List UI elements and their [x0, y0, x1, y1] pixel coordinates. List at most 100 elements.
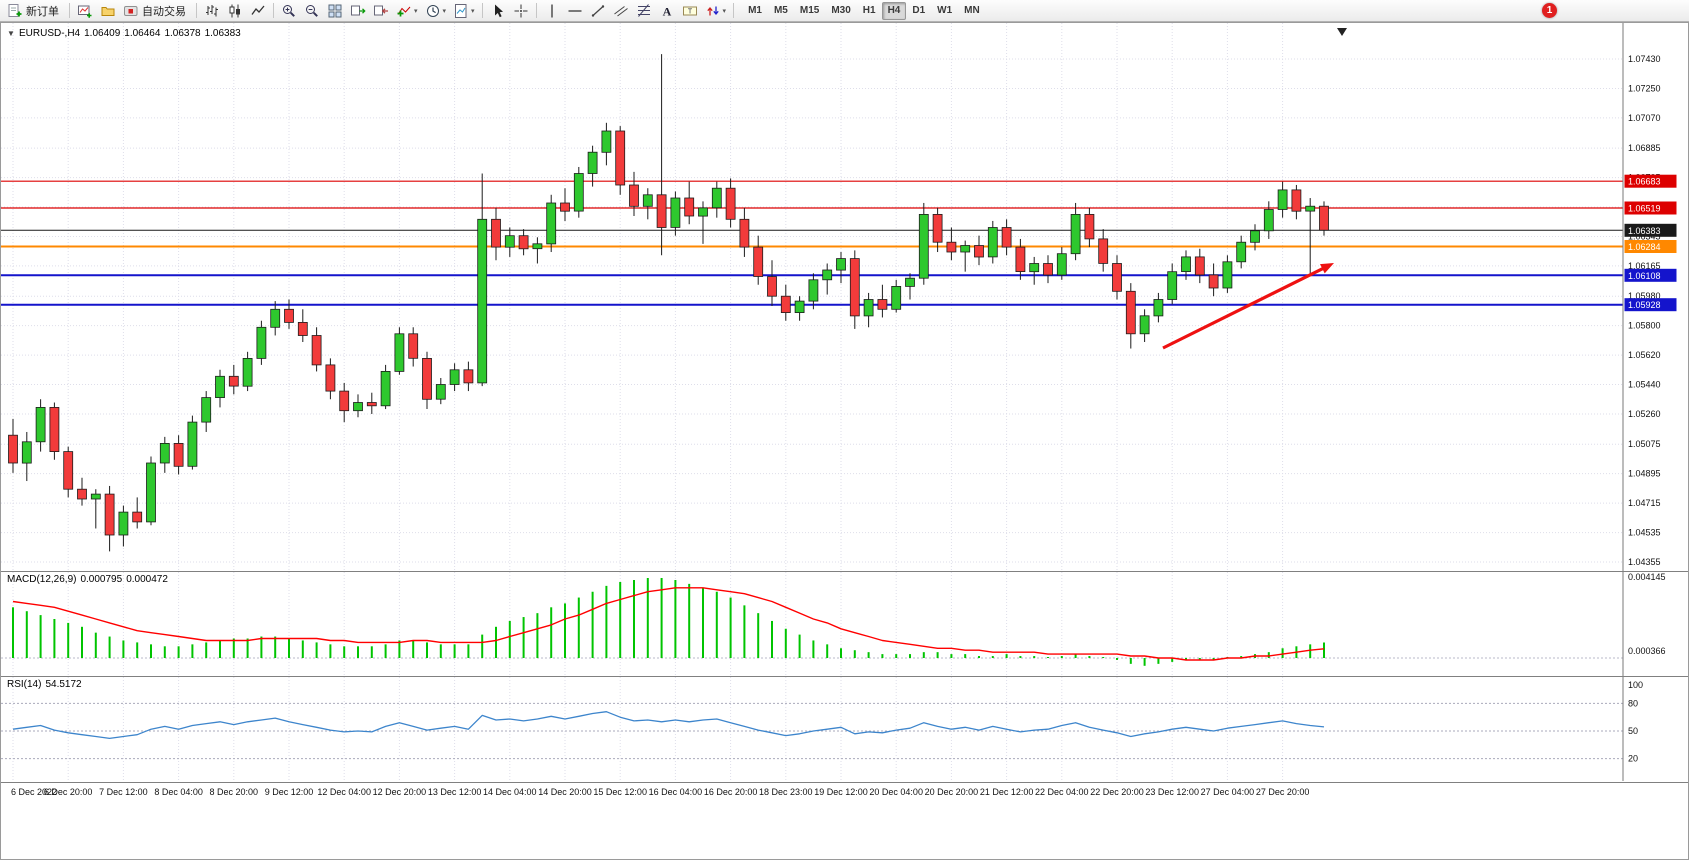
text-label-button[interactable]: T: [679, 2, 701, 20]
price-tick: 1.04355: [1628, 557, 1661, 567]
chevron-down-icon: ▾: [442, 7, 447, 15]
time-label: 8 Dec 20:00: [209, 787, 259, 797]
header-open: 1.06409: [84, 28, 121, 39]
profiles-button[interactable]: [97, 2, 119, 20]
zoom-out-button[interactable]: [301, 2, 323, 20]
periods-button[interactable]: ▾: [422, 2, 450, 20]
time-axis[interactable]: 6 Dec 2022 6 Dec 20:00 7 Dec 12:00 8 Dec 04…: [1, 782, 1688, 803]
rsi-panel[interactable]: 100 80 50 20: [1, 677, 1688, 781]
macd-tick: 0.004145: [1628, 572, 1666, 582]
notification-badge[interactable]: 1: [1542, 3, 1557, 18]
price-badge: 1.06519: [1624, 201, 1677, 215]
timeframe-button-MN[interactable]: MN: [964, 4, 980, 16]
auto-scroll-button[interactable]: [347, 2, 369, 20]
panel-separator[interactable]: [1, 676, 1688, 677]
zoom-in-button[interactable]: [278, 2, 300, 20]
svg-text:A: A: [662, 4, 671, 18]
bar-chart-button[interactable]: [201, 2, 223, 20]
panel-separator[interactable]: [1, 571, 1688, 572]
macd-signal-value: 0.000472: [126, 574, 168, 585]
price-badge: 1.06383: [1624, 223, 1677, 237]
cursor-button[interactable]: [487, 2, 509, 20]
time-label: 27 Dec 04:00: [1200, 787, 1255, 797]
time-label: 12 Dec 20:00: [372, 787, 427, 797]
chevron-down-icon: ▾: [471, 7, 475, 15]
svg-text:1.06683: 1.06683: [1628, 177, 1661, 187]
time-label: 20 Dec 04:00: [869, 787, 923, 797]
time-label: 20 Dec 20:00: [924, 787, 979, 797]
timeframe-button-M5[interactable]: M5: [773, 4, 788, 16]
candlestick-chart-icon: [227, 3, 243, 19]
channel-icon: [613, 3, 629, 19]
fibonacci-button[interactable]: [633, 2, 655, 20]
timeframe-button-M30[interactable]: M30: [831, 4, 851, 16]
candlestick-chart-button[interactable]: [224, 2, 246, 20]
chart-header: EURUSD-,H4 1.06409 1.06464 1.06378 1.06383: [19, 28, 245, 39]
time-label: 9 Dec 12:00: [264, 787, 314, 797]
time-label: 22 Dec 20:00: [1090, 787, 1144, 797]
line-chart-button[interactable]: [247, 2, 269, 20]
text-button[interactable]: A: [656, 2, 678, 20]
vertical-line-button[interactable]: [541, 2, 563, 20]
arrows-icon: [705, 3, 721, 19]
svg-text:1.06519: 1.06519: [1628, 204, 1661, 214]
fibonacci-icon: [636, 3, 652, 19]
macd-label: MACD(12,26,9) 0.000795 0.000472: [7, 574, 172, 585]
header-low: 1.06378: [164, 28, 201, 39]
macd-name: MACD(12,26,9): [7, 574, 77, 585]
candles: [8, 54, 1329, 552]
time-label: 21 Dec 12:00: [979, 787, 1034, 797]
new-chart-button[interactable]: [74, 2, 96, 20]
time-label: 8 Dec 04:00: [154, 787, 203, 797]
svg-text:1.06383: 1.06383: [1628, 226, 1661, 236]
time-label: 12 Dec 04:00: [317, 787, 371, 797]
templates-button[interactable]: ▾: [450, 2, 478, 20]
main-price-chart[interactable]: 1.074301.072501.070701.068851.067051.065…: [1, 23, 1688, 571]
one-click-trading-toggle[interactable]: ▼: [7, 29, 15, 38]
time-label: 23 Dec 12:00: [1145, 787, 1199, 797]
timeframe-button-W1[interactable]: W1: [937, 4, 953, 16]
chart-shift-button[interactable]: [370, 2, 392, 20]
rsi-label: RSI(14) 54.5172: [7, 679, 86, 690]
indicators-button[interactable]: ▾: [393, 2, 421, 20]
rsi-name: RSI(14): [7, 679, 42, 690]
toolbar-separator: [69, 3, 70, 18]
crosshair-button[interactable]: [510, 2, 532, 20]
time-label: 19 Dec 12:00: [814, 787, 868, 797]
price-tick: 1.04895: [1628, 469, 1661, 479]
price-badge: 1.05928: [1624, 298, 1677, 312]
horizontal-line-button[interactable]: [564, 2, 586, 20]
trendline-button[interactable]: [587, 2, 609, 20]
timeframe-button-D1[interactable]: D1: [912, 4, 926, 16]
tile-windows-button[interactable]: [324, 2, 346, 20]
svg-text:1.05928: 1.05928: [1628, 300, 1661, 310]
price-tick: 1.07250: [1628, 83, 1661, 93]
timeframe-button-M15[interactable]: M15: [799, 4, 820, 16]
chart-shift-marker[interactable]: [1337, 28, 1347, 36]
arrows-button[interactable]: ▾: [702, 2, 730, 20]
price-tick: 1.06165: [1628, 261, 1661, 271]
macd-panel[interactable]: 0.004145 0.000366: [1, 572, 1688, 676]
new-order-button[interactable]: 新订单: [4, 2, 65, 20]
zoom-out-icon: [304, 3, 320, 19]
timeframe-button-H4[interactable]: H4: [881, 1, 907, 20]
bar-chart-icon: [204, 3, 220, 19]
rsi-tick: 80: [1628, 698, 1638, 708]
time-label: 14 Dec 04:00: [483, 787, 537, 797]
chart-shift-icon: [373, 3, 389, 19]
timeframe-button-M1[interactable]: M1: [748, 4, 762, 16]
price-tick: 1.07430: [1628, 54, 1661, 64]
auto-scroll-icon: [350, 3, 366, 19]
price-badge: 1.06683: [1624, 174, 1677, 188]
symbol-period-label: EURUSD-,H4: [19, 28, 81, 39]
autotrading-button[interactable]: 自动交易: [120, 2, 192, 20]
channel-button[interactable]: [610, 2, 632, 20]
toolbar: 新订单 自动交易 ▾ ▾ ▾: [0, 0, 1689, 22]
chevron-down-icon: ▾: [414, 7, 418, 15]
time-label: 18 Dec 23:00: [759, 787, 813, 797]
price-tick: 1.05260: [1628, 409, 1661, 419]
text-label-icon: T: [682, 3, 698, 19]
trend-arrow[interactable]: [1162, 263, 1334, 350]
timeframe-button-H1[interactable]: H1: [862, 4, 876, 16]
toolbar-separator: [733, 3, 735, 18]
